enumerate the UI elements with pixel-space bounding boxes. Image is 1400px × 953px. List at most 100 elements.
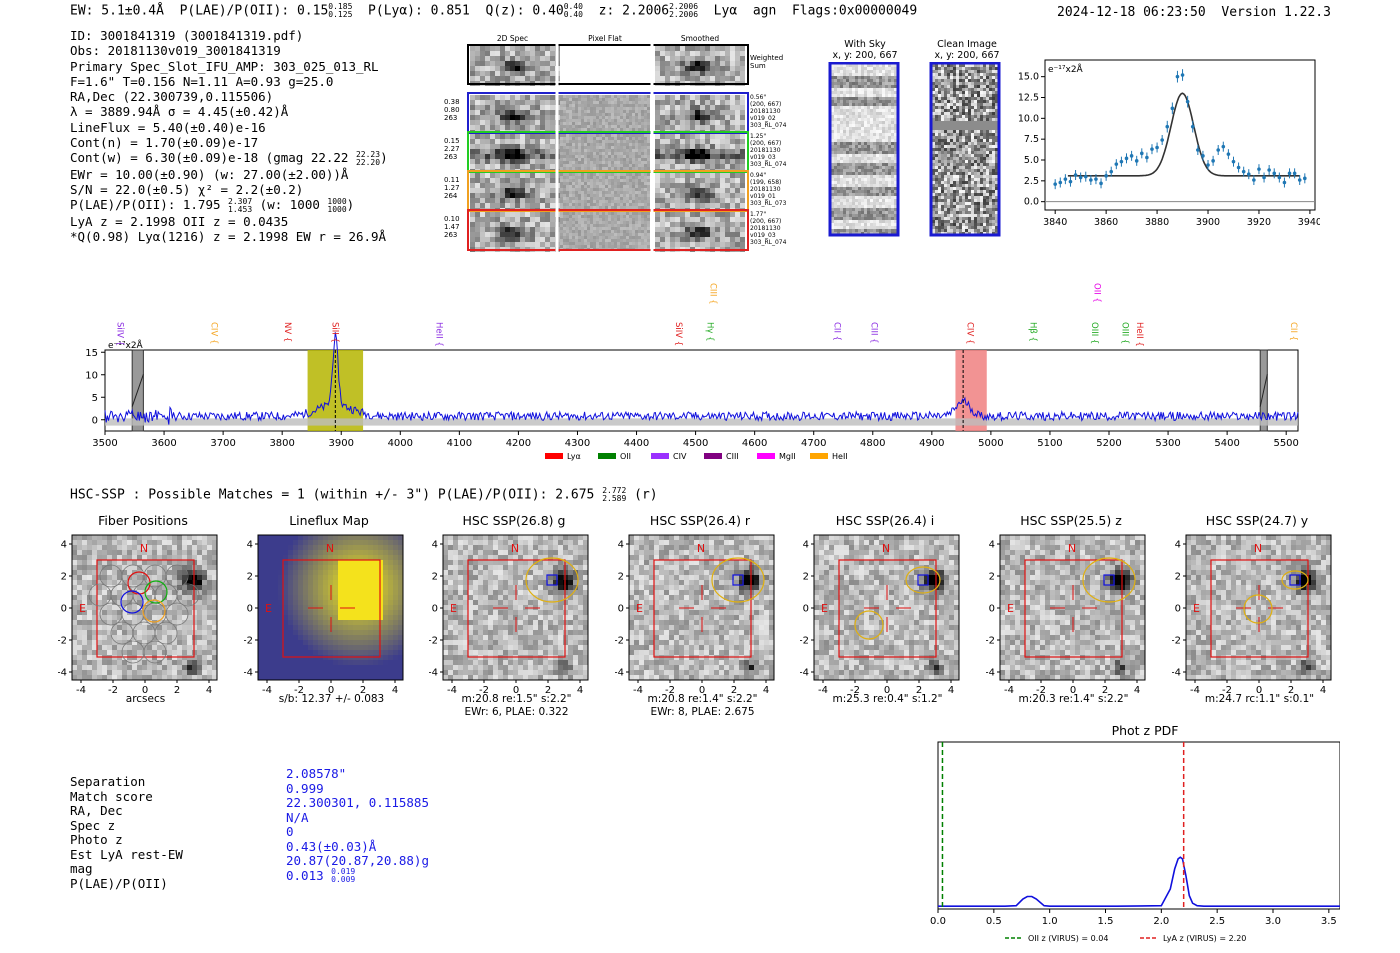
pixel [947, 127, 950, 130]
pixel [635, 239, 638, 242]
pixel [626, 167, 629, 170]
pixel [989, 73, 992, 76]
pixel [593, 176, 596, 179]
pixel [525, 134, 530, 139]
pixel [894, 145, 897, 148]
pixel [846, 187, 849, 190]
pixel [587, 236, 590, 239]
pixel [956, 97, 959, 100]
pixel [690, 139, 695, 144]
pixel [620, 104, 623, 107]
pixel [831, 196, 834, 199]
pixel [623, 212, 626, 215]
pixel [700, 242, 705, 247]
pixel [560, 185, 563, 188]
pixel [956, 82, 959, 85]
pixel [846, 196, 849, 199]
pixel [989, 106, 992, 109]
pixel [715, 100, 720, 105]
pixel [846, 157, 849, 160]
pixel [882, 112, 885, 115]
pixel [834, 97, 837, 100]
pixel [470, 76, 475, 81]
pixel [670, 193, 675, 198]
pixel [843, 103, 846, 106]
pixel [587, 185, 590, 188]
pixel [725, 222, 730, 227]
pixel [540, 105, 545, 110]
pixel [617, 116, 620, 119]
pixel [962, 124, 965, 127]
pixel [535, 222, 540, 227]
pixel [834, 187, 837, 190]
pixel [641, 173, 644, 176]
pixel [599, 137, 602, 140]
pixel [720, 188, 725, 193]
pixel [578, 179, 581, 182]
pixel [873, 127, 876, 130]
pixel [992, 118, 995, 121]
pixel [572, 221, 575, 224]
pixel [876, 184, 879, 187]
pixel [938, 97, 941, 100]
pixel [968, 115, 971, 118]
pixel [590, 221, 593, 224]
pixel [632, 137, 635, 140]
pixel [605, 125, 608, 128]
pixel [885, 151, 888, 154]
pixel [560, 230, 563, 233]
pixel [873, 145, 876, 148]
pixel [843, 136, 846, 139]
pixel [560, 233, 563, 236]
pixel [864, 166, 867, 169]
pixel [891, 178, 894, 181]
pixel [475, 134, 480, 139]
pixel [873, 184, 876, 187]
pixel [849, 115, 852, 118]
pixel [983, 136, 986, 139]
pixel [861, 136, 864, 139]
pixel [876, 202, 879, 205]
pixel [882, 184, 885, 187]
pixel [602, 221, 605, 224]
pixel [864, 88, 867, 91]
pixel [581, 143, 584, 146]
pixel [995, 82, 998, 85]
pixel [831, 202, 834, 205]
pixel [888, 130, 891, 133]
pixel [680, 66, 685, 71]
pixel [846, 91, 849, 94]
z-value: z: 2.2006 [598, 3, 670, 19]
pixel [644, 182, 647, 185]
pixel [983, 142, 986, 145]
pixel [605, 119, 608, 122]
pixel [605, 239, 608, 242]
pixel [730, 71, 735, 76]
pixel [617, 197, 620, 200]
pixel [861, 67, 864, 70]
pixel [575, 194, 578, 197]
pixel [938, 76, 941, 79]
pixel [605, 197, 608, 200]
pixel [632, 236, 635, 239]
pixel [720, 217, 725, 222]
pixel [660, 149, 665, 154]
pixel [730, 232, 735, 237]
pixel [560, 107, 563, 110]
pixel [660, 164, 665, 169]
pixel [587, 212, 590, 215]
pixel [935, 145, 938, 148]
pixel [695, 212, 700, 217]
pixel [605, 101, 608, 104]
header-summary: EW: 5.1±0.4Å P(LAE)/P(OII): 0.150.185 0.1… [70, 3, 917, 19]
pixel [593, 167, 596, 170]
pixel [520, 203, 525, 208]
fiber-info: 0.56" [750, 94, 767, 101]
pixel [843, 160, 846, 163]
pixel [705, 46, 710, 51]
pixel [977, 142, 980, 145]
pixel [520, 173, 525, 178]
pixel [715, 144, 720, 149]
pixel [670, 100, 675, 105]
pixel [710, 149, 715, 154]
